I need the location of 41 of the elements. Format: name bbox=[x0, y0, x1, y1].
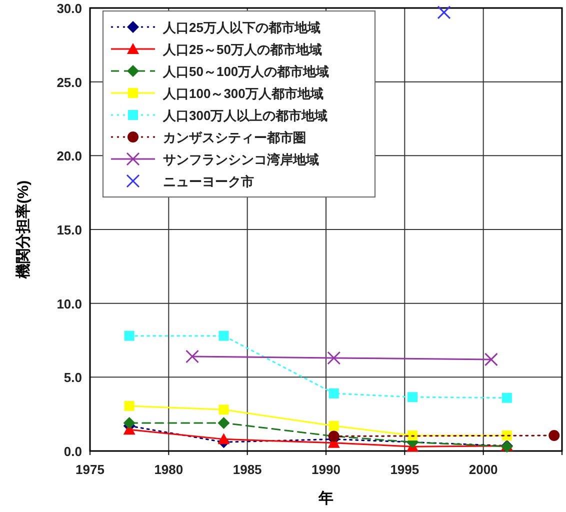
legend-label: 人口300万人以上の都市地域 bbox=[162, 108, 328, 123]
legend-label: 人口25万人以下の都市地域 bbox=[162, 20, 320, 35]
x-tick-label: 2000 bbox=[468, 462, 498, 477]
x-tick-label: 1985 bbox=[232, 462, 262, 477]
x-tick-label: 1980 bbox=[154, 462, 184, 477]
point bbox=[218, 404, 229, 415]
point bbox=[408, 430, 418, 440]
x-tick-label: 1975 bbox=[76, 462, 104, 477]
point bbox=[123, 416, 136, 429]
y-tick-label: 20.0 bbox=[56, 148, 82, 164]
y-tick-label: 10.0 bbox=[56, 296, 82, 312]
y-tick-label: 0.0 bbox=[64, 444, 82, 459]
point bbox=[502, 430, 512, 440]
legend-label: サンフランシンコ湾岸地域 bbox=[163, 152, 319, 167]
point bbox=[408, 392, 418, 402]
point bbox=[218, 433, 230, 444]
point bbox=[328, 388, 339, 398]
x-tick-label: 1995 bbox=[390, 462, 420, 477]
point bbox=[437, 6, 451, 20]
legend-label: 人口25～50万人の都市地域 bbox=[162, 42, 322, 57]
point bbox=[124, 400, 134, 411]
legend-label: ニューヨーク市 bbox=[163, 174, 254, 189]
x-tick-label: 1990 bbox=[312, 462, 340, 477]
point bbox=[124, 330, 134, 341]
point bbox=[484, 352, 498, 366]
legend-label: カンザスシティー都市圏 bbox=[163, 130, 306, 145]
point bbox=[218, 330, 229, 341]
y-axis-title: 機関分担率(%) bbox=[14, 180, 32, 280]
y-tick-label: 5.0 bbox=[64, 370, 82, 386]
point bbox=[186, 350, 200, 364]
point bbox=[218, 416, 230, 429]
x-axis-title: 年 bbox=[318, 490, 334, 507]
y-tick-label: 15.0 bbox=[56, 222, 82, 238]
legend-label: 人口100～300万人都市地域 bbox=[162, 86, 324, 101]
point bbox=[548, 430, 560, 441]
point bbox=[328, 420, 339, 431]
y-tick-label: 30.0 bbox=[56, 1, 82, 16]
point bbox=[327, 351, 341, 365]
legend-label: 人口50～100万人の都市地域 bbox=[162, 64, 330, 79]
y-tick-label: 25.0 bbox=[56, 74, 82, 90]
point bbox=[502, 392, 512, 403]
